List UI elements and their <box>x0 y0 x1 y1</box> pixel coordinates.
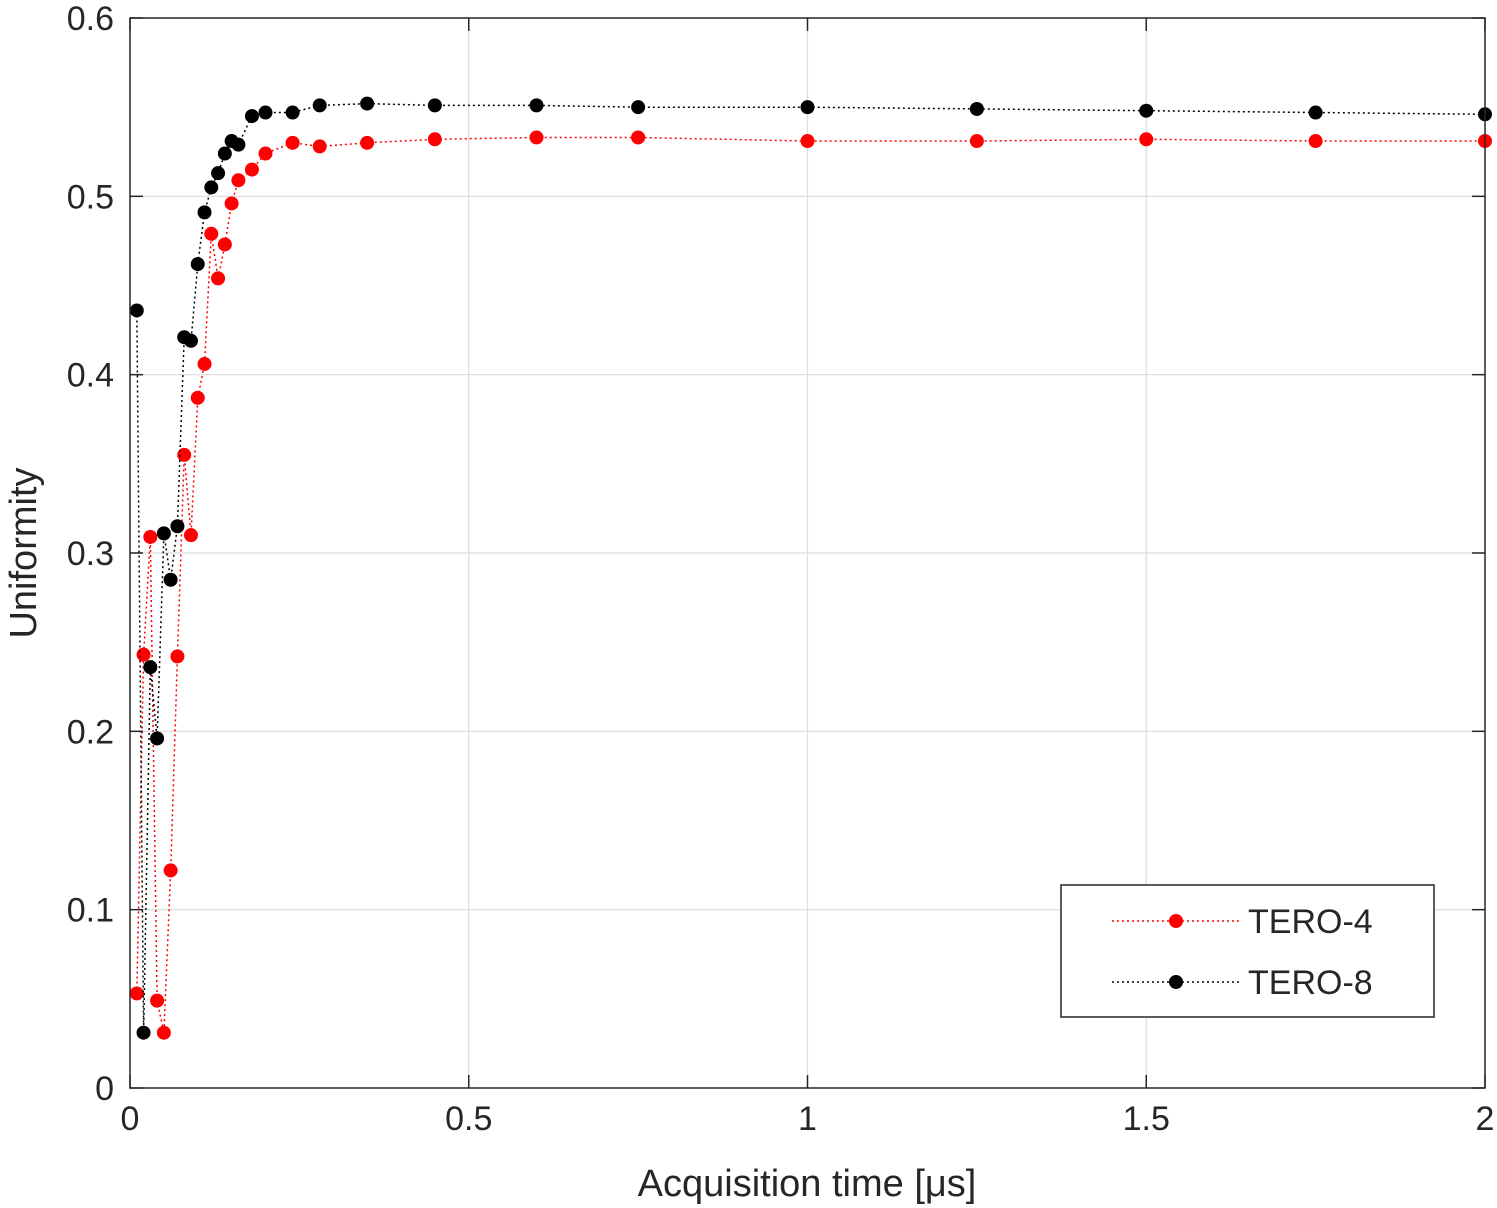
data-point-tero-4 <box>530 130 544 144</box>
data-point-tero-8 <box>530 98 544 112</box>
data-point-tero-4 <box>164 863 178 877</box>
data-point-tero-4 <box>801 134 815 148</box>
data-point-tero-4 <box>313 139 327 153</box>
data-point-tero-8 <box>170 519 184 533</box>
x-tick-label: 0.5 <box>445 1100 492 1138</box>
data-point-tero-4 <box>360 136 374 150</box>
data-point-tero-8 <box>198 205 212 219</box>
data-point-tero-4 <box>245 163 259 177</box>
x-tick-label: 2 <box>1476 1100 1495 1138</box>
legend-label-tero-4: TERO-4 <box>1248 903 1373 941</box>
data-point-tero-4 <box>170 649 184 663</box>
y-tick-label: 0.5 <box>67 178 114 216</box>
data-point-tero-8 <box>204 180 218 194</box>
y-axis-label: Uniformity <box>3 467 45 638</box>
data-point-tero-4 <box>130 986 144 1000</box>
data-point-tero-8 <box>286 106 300 120</box>
data-point-tero-4 <box>150 994 164 1008</box>
data-point-tero-8 <box>970 102 984 116</box>
y-tick-label: 0.3 <box>67 535 114 573</box>
y-tick-label: 0 <box>95 1070 114 1108</box>
data-point-tero-4 <box>198 357 212 371</box>
x-axis-label: Acquisition time [μs] <box>638 1163 977 1205</box>
data-point-tero-8 <box>428 98 442 112</box>
data-point-tero-8 <box>211 166 225 180</box>
legend-marker-tero-4 <box>1169 914 1183 928</box>
y-tick-label: 0.6 <box>67 0 114 38</box>
legend-label-tero-8: TERO-8 <box>1248 964 1373 1002</box>
data-point-tero-4 <box>259 147 273 161</box>
data-point-tero-8 <box>164 573 178 587</box>
data-point-tero-4 <box>225 196 239 210</box>
data-point-tero-4 <box>184 528 198 542</box>
data-point-tero-4 <box>157 1026 171 1040</box>
data-point-tero-8 <box>191 257 205 271</box>
data-point-tero-4 <box>631 130 645 144</box>
y-tick-label: 0.4 <box>67 357 114 395</box>
x-tick-label: 1 <box>798 1100 817 1138</box>
data-point-tero-8 <box>801 100 815 114</box>
data-point-tero-4 <box>231 173 245 187</box>
data-point-tero-8 <box>360 97 374 111</box>
data-point-tero-8 <box>1139 104 1153 118</box>
data-point-tero-4 <box>204 227 218 241</box>
data-point-tero-4 <box>191 391 205 405</box>
data-point-tero-4 <box>428 132 442 146</box>
data-point-tero-4 <box>970 134 984 148</box>
legend-marker-tero-8 <box>1169 975 1183 989</box>
data-point-tero-4 <box>211 271 225 285</box>
data-point-tero-8 <box>245 109 259 123</box>
data-point-tero-8 <box>313 98 327 112</box>
data-point-tero-8 <box>130 303 144 317</box>
data-point-tero-4 <box>137 648 151 662</box>
data-point-tero-4 <box>177 448 191 462</box>
data-point-tero-8 <box>1309 106 1323 120</box>
x-tick-label: 0 <box>121 1100 140 1138</box>
data-point-tero-8 <box>143 660 157 674</box>
legend: TERO-4 TERO-8 <box>1061 885 1434 1017</box>
data-point-tero-8 <box>137 1026 151 1040</box>
data-point-tero-8 <box>218 147 232 161</box>
data-point-tero-8 <box>231 138 245 152</box>
x-tick-label: 1.5 <box>1123 1100 1170 1138</box>
y-tick-label: 0.2 <box>67 713 114 751</box>
data-point-tero-8 <box>259 106 273 120</box>
data-point-tero-4 <box>286 136 300 150</box>
data-point-tero-8 <box>157 526 171 540</box>
data-point-tero-4 <box>218 237 232 251</box>
data-point-tero-4 <box>1139 132 1153 146</box>
data-point-tero-8 <box>150 731 164 745</box>
data-point-tero-4 <box>1309 134 1323 148</box>
y-tick-label: 0.1 <box>67 892 114 930</box>
data-point-tero-8 <box>184 334 198 348</box>
data-point-tero-8 <box>631 100 645 114</box>
data-point-tero-4 <box>143 530 157 544</box>
